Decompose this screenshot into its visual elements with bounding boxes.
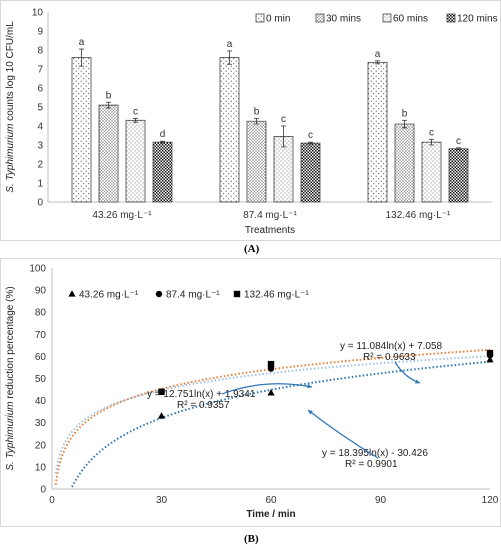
y-tick-label: 8 [37, 46, 43, 57]
y-tick-label: 10 [32, 8, 44, 19]
annotation-arrowhead [308, 410, 313, 415]
legend-label: 43.26 mg·L⁻¹ [79, 290, 139, 301]
bar-chart: 0 1 2 3 4 5 6 7 8 9 10 43.26 mg·L⁻¹ a b c d 87.4 mg·L⁻¹ a… [5, 8, 498, 237]
y-axis-title: S. Typhimurium counts log 10 CFU/mL [5, 21, 16, 193]
legend-label: 0 min [266, 14, 290, 25]
trendline-equation: y = 11.084ln(x) + 7.058 [340, 341, 443, 352]
legend-label: 30 mins [326, 14, 361, 25]
legend-swatch [446, 13, 456, 23]
y-tick-label: 30 [35, 418, 47, 429]
legend-marker [155, 290, 163, 298]
trendline-r2: R² = 0.9901 [345, 459, 398, 470]
x-axis-title: Treatments [245, 225, 295, 236]
bar [448, 148, 469, 203]
legend-label: 60 mins [393, 14, 428, 25]
annotation-arrow [221, 383, 313, 395]
bar [300, 142, 321, 203]
bar [246, 120, 267, 203]
legend-label: 132.46 mg·L⁻¹ [244, 290, 309, 301]
trendline-equation: y = 12.751ln(x) + 1.9341 [147, 389, 256, 400]
y-tick-label: 3 [37, 141, 43, 152]
bar [98, 104, 119, 203]
y-tick-label: 0 [40, 485, 46, 496]
significance-letter: a [375, 49, 381, 60]
x-tick-label: 0 [49, 495, 55, 506]
trendline [71, 360, 491, 488]
trendline-r2: R² = 0.9357 [177, 400, 230, 411]
trendline-r2: R² = 0.9633 [363, 352, 416, 363]
y-tick-label: 5 [37, 103, 43, 114]
x-tick-label: 90 [375, 495, 387, 506]
x-axis-title: Time / min [246, 509, 295, 520]
annotation-arrow [307, 409, 379, 459]
y-tick-label: 10 [35, 462, 47, 473]
bar [367, 61, 388, 203]
bar [421, 141, 442, 203]
x-tick-label: 132.46 mg·L⁻¹ [386, 210, 451, 221]
significance-letter: c [308, 130, 313, 141]
bar [71, 57, 92, 203]
y-tick-label: 0 [37, 198, 43, 209]
bar [394, 123, 415, 203]
y-tick-label: 90 [35, 286, 47, 297]
significance-letter: d [160, 129, 166, 140]
y-tick-label: 100 [29, 264, 46, 275]
significance-letter: c [429, 127, 434, 138]
annotation-arrow [394, 361, 421, 384]
panel-a-label: (A) [244, 243, 260, 255]
y-tick-label: 50 [35, 374, 47, 385]
data-point [486, 355, 494, 363]
trendline-equation: y = 18.395ln(x) - 30.426 [322, 448, 428, 459]
bar [219, 57, 240, 203]
x-tick-label: 30 [156, 495, 168, 506]
y-tick-label: 1 [37, 179, 43, 190]
data-point [267, 360, 275, 368]
y-tick-label: 80 [35, 308, 47, 319]
y-tick-label: 6 [37, 84, 43, 95]
data-point [158, 388, 165, 395]
y-tick-label: 4 [37, 122, 43, 133]
x-tick-label: 60 [265, 495, 277, 506]
legend-label: 120 mins [457, 14, 498, 25]
bar [125, 119, 146, 203]
trendline [54, 355, 491, 474]
data-point [157, 412, 166, 419]
y-tick-label: 70 [35, 330, 47, 341]
panel-b-label: (B) [244, 533, 259, 545]
significance-letter: a [227, 39, 233, 50]
y-tick-label: 20 [35, 440, 47, 451]
significance-letter: a [79, 37, 85, 48]
significance-letter: b [254, 106, 260, 117]
significance-letter: c [133, 106, 138, 117]
significance-letter: c [281, 114, 286, 125]
legend-marker [68, 290, 76, 297]
y-tick-label: 60 [35, 352, 47, 363]
legend-swatch [315, 13, 325, 23]
significance-letter: b [402, 108, 408, 119]
legend-swatch [255, 13, 265, 23]
y-tick-label: 7 [37, 65, 43, 76]
x-tick-label: 43.26 mg·L⁻¹ [92, 210, 152, 221]
bar [152, 141, 173, 203]
significance-letter: b [106, 90, 112, 101]
x-tick-label: 120 [482, 495, 499, 506]
scatter-chart: 0 10 20 30 40 50 60 70 80 90 100 0 30 60 90 120 43.26 mg… [5, 264, 499, 521]
legend-marker [233, 290, 241, 298]
legend-swatch [382, 13, 392, 23]
significance-letter: c [456, 136, 461, 147]
y-tick-label: 9 [37, 27, 43, 38]
annotation-arrowhead [307, 384, 312, 389]
legend-label: 87.4 mg·L⁻¹ [166, 290, 220, 301]
data-point [486, 349, 494, 357]
y-axis-title: S. Typhimurium reduction percentage (%) [5, 286, 16, 470]
data-point [267, 389, 275, 396]
annotation-arrowhead [415, 379, 420, 384]
y-tick-label: 2 [37, 160, 43, 171]
y-tick-label: 40 [35, 396, 47, 407]
x-tick-label: 87.4 mg·L⁻¹ [243, 210, 297, 221]
